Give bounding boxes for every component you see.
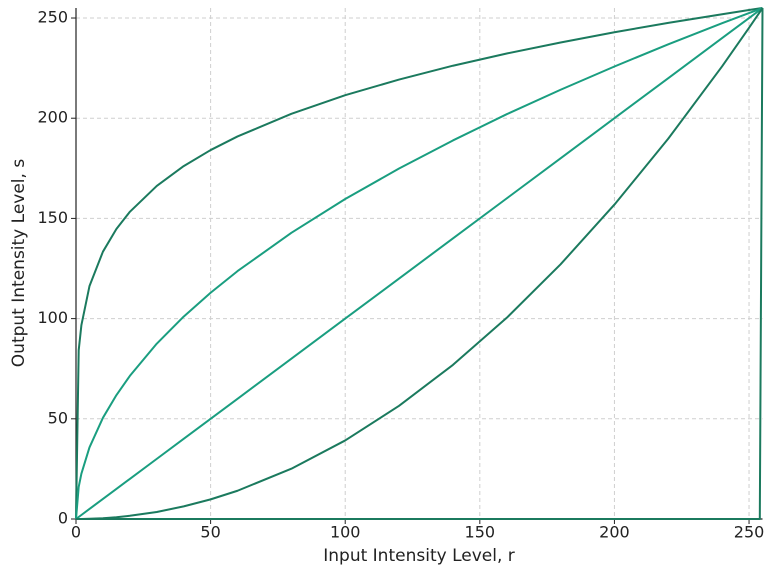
y-tick-label: 0 xyxy=(58,509,68,528)
y-tick-label: 100 xyxy=(37,308,68,327)
x-tick-label: 100 xyxy=(330,523,361,542)
line-series xyxy=(76,7,764,520)
line-series xyxy=(75,7,763,520)
x-tick-label: 50 xyxy=(200,523,220,542)
y-tick-label: 150 xyxy=(37,208,68,227)
x-tick-label: 200 xyxy=(599,523,630,542)
x-tick-label: 150 xyxy=(465,523,496,542)
x-tick-label: 0 xyxy=(71,523,81,542)
line-series xyxy=(75,7,763,520)
y-tick-label: 50 xyxy=(48,408,68,427)
x-axis-label: Input Intensity Level, r xyxy=(323,546,515,566)
y-tick-label: 250 xyxy=(37,8,68,27)
x-tick-label: 250 xyxy=(734,523,765,542)
y-tick-label: 200 xyxy=(37,108,68,127)
line-series xyxy=(75,7,764,520)
y-axis-label: Output Intensity Level, s xyxy=(9,159,29,368)
